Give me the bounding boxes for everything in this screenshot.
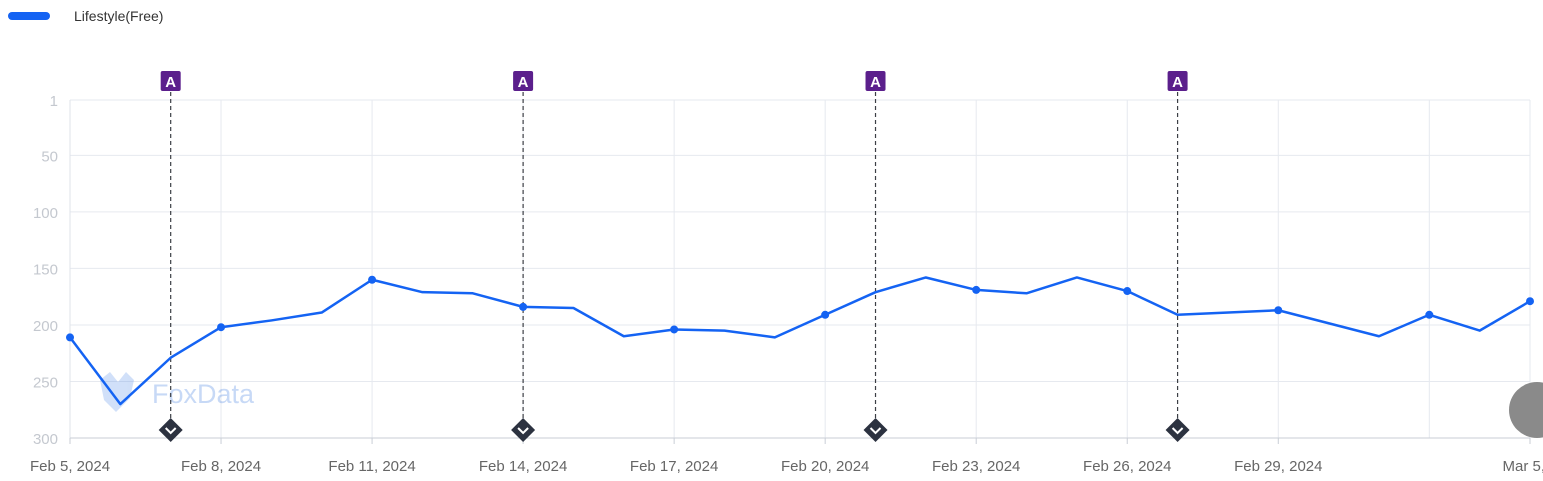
event-badge-letter: A [1172, 74, 1183, 91]
data-point[interactable] [1274, 306, 1283, 315]
chevron-down-icon [164, 427, 177, 435]
event-chevron-icon[interactable] [511, 418, 536, 442]
event-badge-letter: A [165, 74, 176, 91]
x-tick-label: Mar 5, 2 [1502, 458, 1543, 475]
event-chevron-icon[interactable] [158, 418, 183, 442]
x-tick-label: Feb 20, 2024 [781, 458, 869, 475]
event-chevron-icon[interactable] [1165, 418, 1190, 442]
x-tick-label: Feb 17, 2024 [630, 458, 718, 475]
data-point[interactable] [821, 310, 830, 319]
data-point[interactable] [1425, 310, 1434, 319]
event-chevron-icon[interactable] [863, 418, 888, 442]
watermark-text: FoxData [152, 379, 255, 409]
y-tick-label: 50 [41, 148, 58, 165]
data-point[interactable] [1526, 297, 1534, 306]
x-tick-label: Feb 26, 2024 [1083, 458, 1171, 475]
event-badge-icon[interactable] [1167, 71, 1188, 91]
event-badge-icon[interactable] [865, 71, 886, 91]
legend[interactable]: Lifestyle(Free) [8, 8, 163, 24]
fox-logo-icon [100, 372, 134, 412]
legend-label[interactable]: Lifestyle(Free) [74, 8, 164, 24]
data-point[interactable] [1123, 287, 1132, 296]
series-line [69, 276, 1531, 406]
y-tick-label: 250 [33, 374, 58, 391]
x-tick-label: Feb 11, 2024 [328, 458, 415, 475]
data-point[interactable] [217, 323, 226, 332]
legend-swatch[interactable] [8, 12, 50, 20]
chevron-down-icon [869, 427, 882, 435]
event-badge-letter: A [518, 74, 529, 91]
data-point[interactable] [670, 325, 679, 334]
event-badge-icon[interactable] [160, 71, 181, 91]
x-tick-label: Feb 8, 2024 [181, 458, 261, 475]
y-tick-label: 200 [33, 318, 58, 335]
data-point[interactable] [66, 333, 74, 342]
chevron-down-icon [517, 427, 529, 435]
x-tick-label: Feb 29, 2024 [1234, 458, 1322, 475]
x-tick-label: Feb 14, 2024 [479, 458, 567, 475]
y-tick-label: 100 [33, 205, 58, 222]
event-badge-letter: A [870, 74, 881, 91]
foxdata-watermark: FoxData [100, 372, 255, 412]
x-tick-label: Feb 23, 2024 [932, 458, 1020, 475]
data-point[interactable] [368, 275, 377, 284]
y-tick-label: 1 [50, 93, 58, 110]
data-point[interactable] [519, 302, 528, 311]
y-tick-label: 300 [33, 431, 58, 448]
data-point[interactable] [972, 285, 981, 294]
y-tick-label: 150 [33, 261, 58, 278]
chevron-down-icon [1171, 427, 1184, 435]
x-tick-label: Feb 5, 2024 [30, 458, 110, 475]
event-badge-icon[interactable] [513, 71, 534, 91]
